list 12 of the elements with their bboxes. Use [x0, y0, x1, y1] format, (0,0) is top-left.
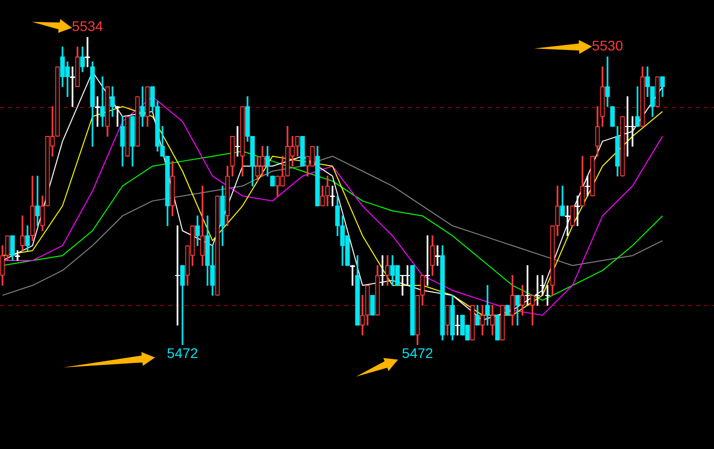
annotation: 5472: [166, 344, 198, 361]
candlestick: [200, 186, 205, 266]
annotation: 5472: [402, 344, 434, 361]
candlestick: [100, 76, 105, 127]
candlestick: [485, 285, 490, 326]
candlestick: [114, 106, 120, 127]
annotation: 5530: [592, 38, 624, 54]
annotation: 5534: [72, 18, 104, 34]
candlestick: [180, 265, 185, 345]
candlestick: [35, 176, 40, 226]
candlestick: [350, 265, 356, 286]
candlestick: [94, 96, 100, 127]
